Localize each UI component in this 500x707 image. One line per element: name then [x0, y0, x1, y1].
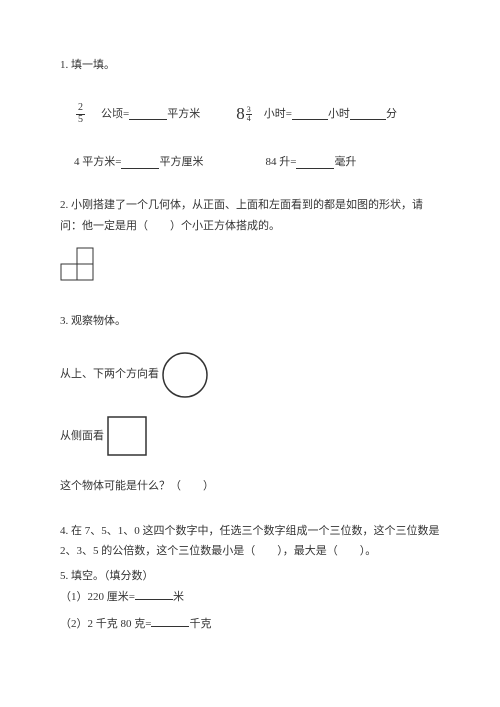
q4-line1: 4. 在 7、5、1、0 这四个数字中，任选三个数字组成一个三位数，这个三位数是: [60, 521, 440, 542]
q1-text: 平方米: [167, 104, 200, 125]
q1-text: 小时: [328, 104, 350, 125]
q5-title: 5. 填空。（填分数）: [60, 566, 440, 587]
question-1: 1. 填一填。 2 5 公顷= 平方米 8 3 4 小时= 小时 分 4 平方米…: [60, 55, 440, 173]
blank-input[interactable]: [129, 108, 167, 120]
q3-title: 3. 观察物体。: [60, 311, 440, 332]
q2-polyomino-shape: [60, 247, 440, 291]
blank-input[interactable]: [121, 157, 159, 169]
q3-question: 这个物体可能是什么？（ ）: [60, 476, 440, 497]
q1-text: 小时=: [264, 104, 292, 125]
q1-row2: 4 平方米= 平方厘米 84 升= 毫升: [60, 152, 440, 173]
blank-input[interactable]: [292, 108, 328, 120]
q3-label: 从侧面看: [60, 426, 104, 447]
q5-item2: （2）2 千克 80 克=千克: [60, 614, 440, 635]
blank-input[interactable]: [350, 108, 386, 120]
blank-input[interactable]: [296, 157, 334, 169]
mixed-8-3-4: 8 3 4: [236, 98, 252, 130]
q3-label: 从上、下两个方向看: [60, 364, 159, 385]
question-2: 2. 小刚搭建了一个几何体，从正面、上面和左面看到的都是如图的形状，请 问：他一…: [60, 195, 440, 291]
q1-text: 4 平方米=: [74, 152, 121, 173]
blank-input[interactable]: [151, 615, 189, 627]
q1-text: 毫升: [334, 152, 356, 173]
q3-row-topbottom: 从上、下两个方向看: [60, 350, 440, 400]
q5-item1: （1）220 厘米=米: [60, 587, 440, 608]
q3-row-side: 从侧面看: [60, 414, 440, 460]
q1-row1: 2 5 公顷= 平方米 8 3 4 小时= 小时 分: [60, 98, 440, 130]
blank-input[interactable]: [135, 588, 173, 600]
square-icon: [105, 414, 151, 460]
question-4: 4. 在 7、5、1、0 这四个数字中，任选三个数字组成一个三位数，这个三位数是…: [60, 521, 440, 563]
q4-line2: 2、3、5 的公倍数，这个三位数最小是（ ），最大是（ ）。: [60, 541, 440, 562]
circle-icon: [160, 350, 210, 400]
question-5: 5. 填空。（填分数） （1）220 厘米=米 （2）2 千克 80 克=千克: [60, 566, 440, 635]
q1-text: 平方厘米: [159, 152, 203, 173]
q1-text: 公顷=: [101, 104, 129, 125]
q2-line1: 2. 小刚搭建了一个几何体，从正面、上面和左面看到的都是如图的形状，请: [60, 195, 440, 216]
question-3: 3. 观察物体。 从上、下两个方向看 从侧面看 这个物体可能是什么？（ ）: [60, 311, 440, 497]
q2-line2: 问：他一定是用（ ）个小正方体搭成的。: [60, 216, 440, 237]
q1-title: 1. 填一填。: [60, 55, 440, 76]
q1-text: 84 升=: [265, 152, 296, 173]
fraction-2-5: 2 5: [76, 103, 85, 125]
q1-text: 分: [386, 104, 397, 125]
